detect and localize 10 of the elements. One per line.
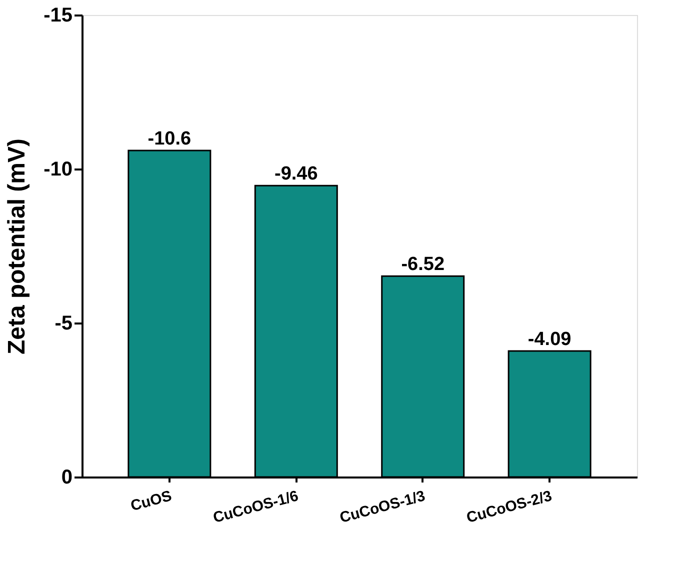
data-label: -4.09 <box>528 329 572 350</box>
data-label: -9.46 <box>274 164 318 185</box>
y-tick-label: -15 <box>44 4 72 26</box>
y-tick-label: 0 <box>61 466 72 488</box>
data-label: -10.6 <box>148 128 192 150</box>
y-axis-title: Zeta potential (mV) <box>4 138 31 355</box>
data-label: -6.52 <box>401 254 445 276</box>
y-tick-label: -5 <box>54 312 72 334</box>
y-tick-label: -10 <box>44 158 72 180</box>
x-tick-label: CuOS <box>128 488 174 515</box>
